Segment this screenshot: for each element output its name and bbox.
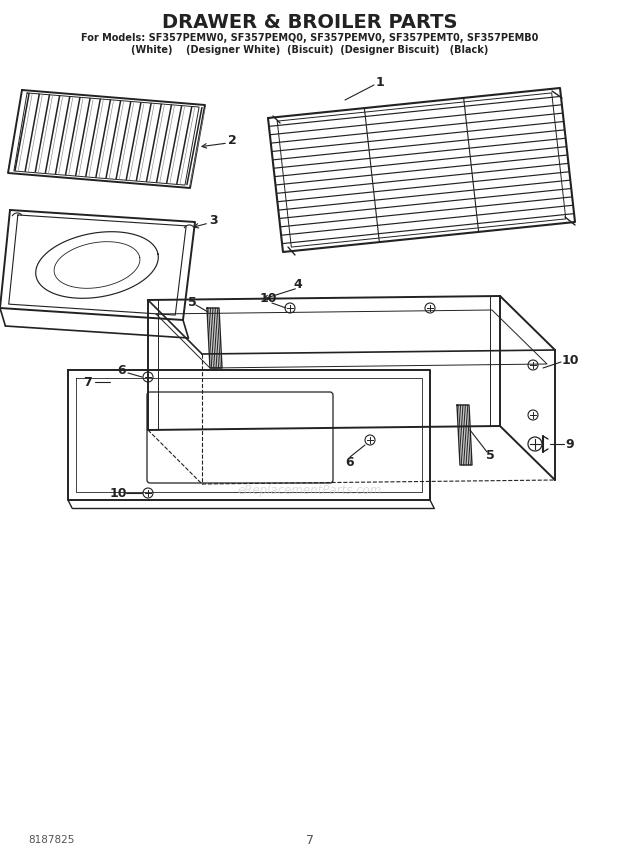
Text: 5: 5: [485, 449, 494, 461]
Text: For Models: SF357PEMW0, SF357PEMQ0, SF357PEMV0, SF357PEMT0, SF357PEMB0: For Models: SF357PEMW0, SF357PEMQ0, SF35…: [81, 33, 539, 43]
Text: eReplacementParts.com: eReplacementParts.com: [238, 484, 382, 496]
Text: 8187825: 8187825: [28, 835, 74, 845]
Text: 2: 2: [228, 134, 236, 146]
Text: (White)    (Designer White)  (Biscuit)  (Designer Biscuit)   (Black): (White) (Designer White) (Biscuit) (Desi…: [131, 45, 489, 55]
Text: 10: 10: [259, 292, 277, 305]
Text: 9: 9: [565, 437, 574, 450]
Text: 6: 6: [118, 364, 126, 377]
Text: 3: 3: [209, 213, 218, 227]
Text: 10: 10: [109, 486, 126, 500]
Text: 4: 4: [294, 278, 303, 292]
Text: 7: 7: [84, 376, 92, 389]
Text: 5: 5: [188, 295, 197, 308]
Text: 7: 7: [306, 834, 314, 847]
Text: 1: 1: [376, 75, 384, 88]
Text: 10: 10: [561, 354, 578, 366]
Text: DRAWER & BROILER PARTS: DRAWER & BROILER PARTS: [162, 13, 458, 32]
Text: 6: 6: [346, 455, 354, 468]
